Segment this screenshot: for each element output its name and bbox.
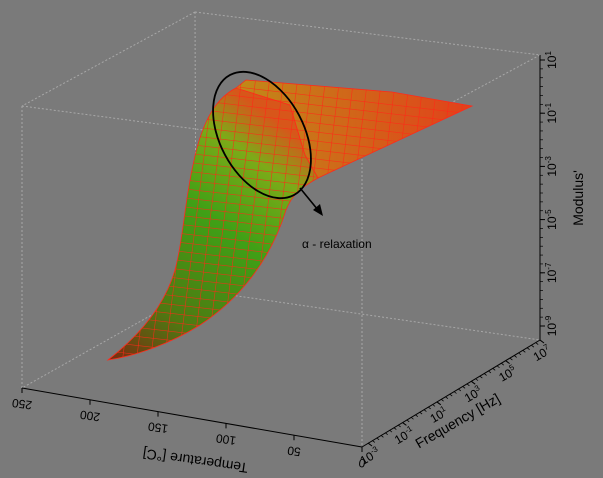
mesh-line [108, 80, 119, 360]
temperature-tick-label: 150 [147, 419, 169, 436]
mesh-line [90, 367, 480, 412]
frequency-minor-tick [436, 401, 440, 405]
frequency-minor-tick [535, 342, 539, 345]
mesh-line [108, 330, 472, 360]
frequency-minor-tick [483, 373, 487, 376]
frequency-minor-tick [526, 347, 530, 351]
mesh-line [108, 276, 472, 323]
frequency-minor-tick [393, 427, 397, 430]
modulus-tick-label: 10-9 [544, 315, 559, 336]
plot-box [21, 11, 541, 447]
modulus-surface [50, 60, 480, 412]
frequency-minor-tick [415, 414, 419, 417]
frequency-tick-label: 101 [427, 404, 450, 426]
frequency-minor-tick [539, 339, 543, 343]
temperature-tick-label: 200 [79, 407, 101, 424]
frequency-minor-tick [384, 432, 388, 436]
mesh-line [108, 339, 472, 360]
frequency-minor-tick [445, 396, 449, 399]
frequency-minor-tick [522, 349, 526, 353]
frequency-minor-tick [406, 419, 410, 423]
frequency-minor-tick [397, 424, 401, 428]
frequency-minor-tick [462, 386, 466, 389]
modulus-tick-label: 10-3 [544, 156, 559, 177]
frequency-minor-tick [458, 388, 462, 392]
modulus-tick-label: 10-7 [544, 262, 559, 283]
frequency-minor-tick [505, 360, 509, 363]
surface-body [106, 81, 319, 361]
frequency-minor-tick [492, 368, 496, 371]
frequency-minor-tick [380, 434, 384, 438]
modulus-tick-label: 10-1 [544, 102, 559, 123]
mesh-line [108, 231, 472, 278]
temperature-tick-label: 250 [11, 396, 33, 413]
frequency-tick-label: 103 [461, 383, 484, 405]
modulus-axis-title: Modulus' [570, 170, 586, 226]
frequency-minor-tick [376, 437, 380, 441]
modulus-tick-label: 10-5 [544, 209, 559, 230]
frequency-minor-tick [372, 440, 376, 443]
frequency-minor-tick [423, 409, 427, 412]
frequency-tick-label: 10-1 [392, 424, 418, 448]
frequency-minor-tick [531, 344, 535, 348]
mesh-line [108, 240, 472, 287]
mesh-line [50, 60, 90, 380]
temperature-tick-label: 100 [215, 431, 237, 448]
temperature-axis-line [21, 387, 363, 448]
mesh-line [108, 80, 133, 360]
frequency-minor-tick [518, 352, 522, 356]
frequency-minor-tick [440, 398, 444, 402]
modulus-tick-label: 101 [544, 51, 559, 69]
mesh-line [108, 267, 472, 314]
frequency-minor-tick [475, 378, 479, 381]
relaxation-label: α - relaxation [302, 237, 372, 251]
temperature-tick-label: 50 [286, 443, 301, 459]
frequency-minor-tick [449, 393, 453, 397]
frequency-minor-tick [453, 391, 457, 394]
frequency-minor-tick [513, 355, 517, 358]
frequency-minor-tick [427, 406, 431, 410]
frequency-tick-label: 107 [530, 342, 553, 364]
frequency-minor-tick [367, 442, 371, 446]
frequency-minor-tick [432, 404, 436, 407]
relaxation-arrow-line [299, 187, 319, 211]
frequency-minor-tick [509, 357, 513, 361]
mesh-line [108, 357, 472, 360]
mesh-line [108, 258, 472, 305]
relaxation-ellipse [212, 70, 312, 200]
relaxation-arrow-head [313, 204, 323, 216]
frequency-minor-tick [389, 429, 393, 433]
mesh-line [189, 80, 231, 360]
mesh-line [64, 60, 104, 380]
frequency-minor-tick [496, 365, 500, 369]
frequency-axis-title: Frequency [Hz] [412, 390, 502, 451]
frequency-minor-tick [501, 362, 505, 366]
frequency-minor-tick [466, 383, 470, 387]
frequency-minor-tick [488, 370, 492, 374]
frequency-minor-tick [470, 380, 474, 384]
mesh-line [108, 213, 472, 260]
mesh-line [108, 80, 472, 116]
alpha-relaxation-annotation: α - relaxation [212, 70, 372, 251]
frequency-minor-tick [479, 375, 483, 379]
frequency-tick-label: 105 [496, 362, 519, 384]
frequency-minor-tick [402, 422, 406, 425]
mesh-line [108, 348, 472, 360]
frequency-minor-tick [419, 411, 423, 415]
axes: 25020015010050010-310-110110310510710-91… [11, 51, 559, 471]
mesh-line [108, 249, 472, 296]
temperature-axis-title: Temperature [°C] [142, 446, 249, 477]
mesh-line [108, 222, 472, 269]
temperature-tick-label: 0 [357, 456, 366, 471]
frequency-minor-tick [410, 416, 414, 420]
frequency-tick-label: 10-3 [357, 444, 383, 468]
frequency-axis-line [361, 339, 541, 448]
